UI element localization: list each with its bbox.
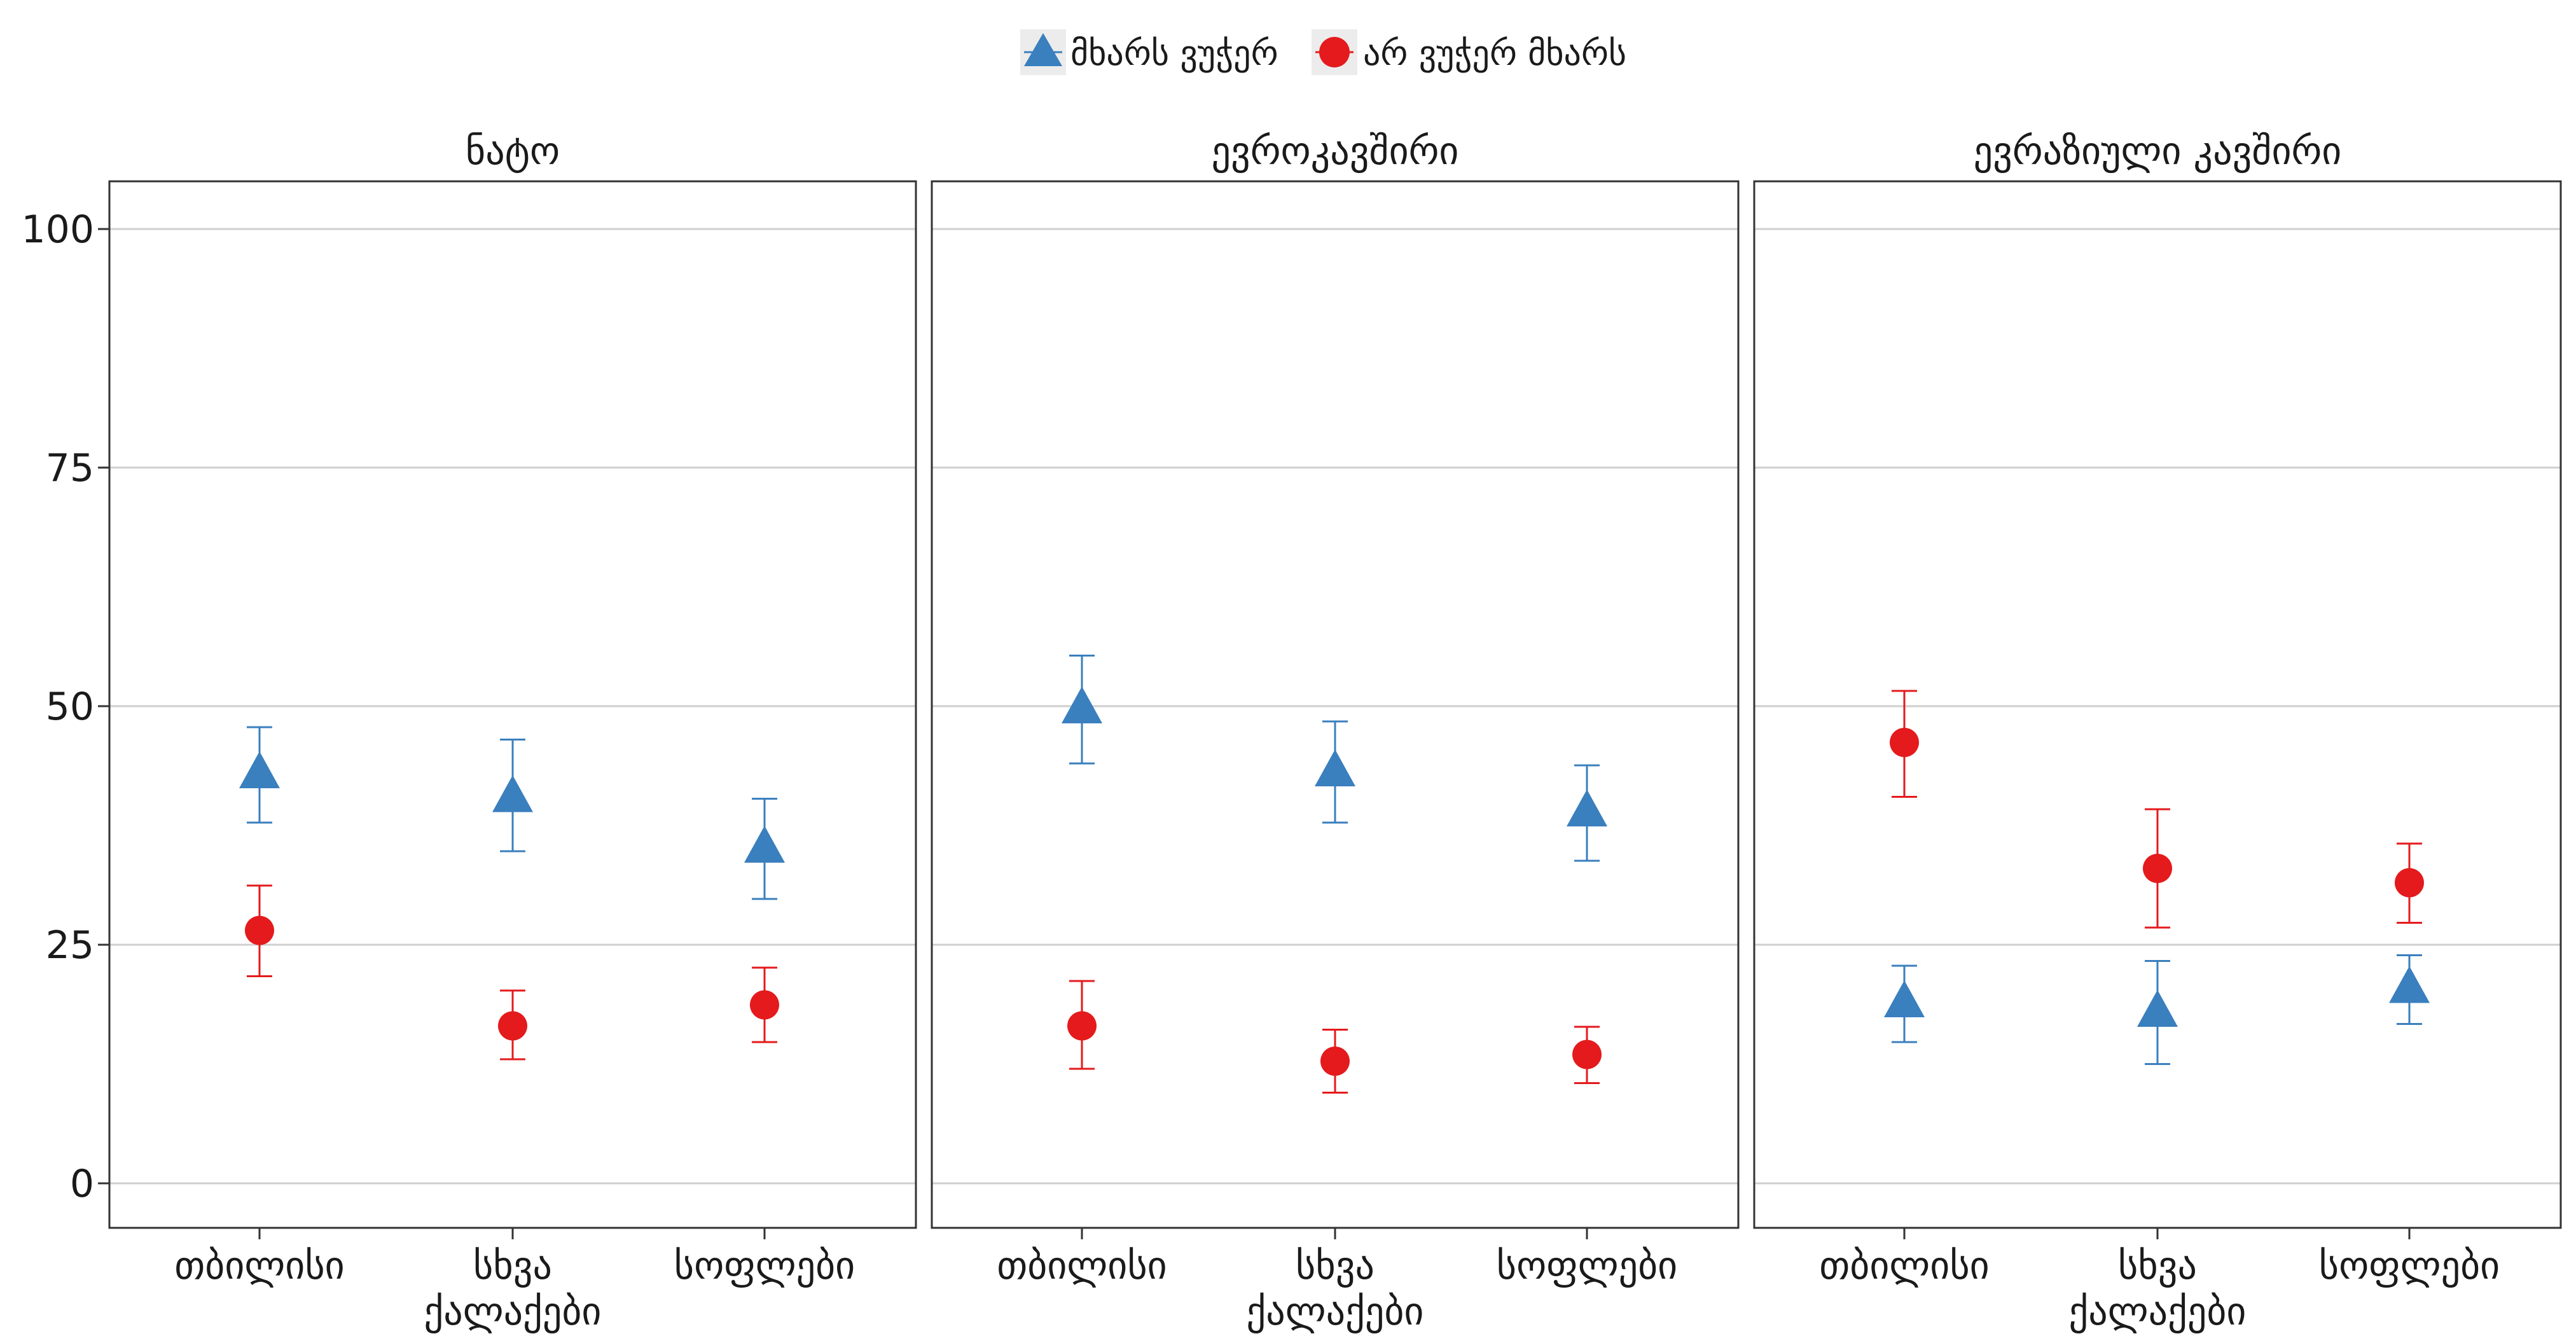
y-tick-label: 0	[70, 1162, 94, 1206]
y-tick-label: 75	[46, 446, 94, 491]
x-tick-label: ქალაქები	[2069, 1290, 2247, 1334]
x-tick-label: სოფლები	[674, 1244, 855, 1288]
oppose-point	[2395, 868, 2424, 898]
facet-title: ნატო	[466, 129, 560, 174]
legend-item: არ ვუჭერ მხარს	[1312, 29, 1626, 75]
support-point	[1884, 980, 1925, 1017]
x-tick-label: სხვა	[1296, 1244, 1375, 1288]
legend-label: არ ვუჭერ მხარს	[1363, 33, 1626, 73]
facet-title: ევროკავშირი	[1212, 129, 1459, 174]
oppose-point	[750, 990, 779, 1020]
support-point	[1567, 790, 1607, 826]
y-tick-label: 25	[46, 923, 94, 968]
panel-border	[1753, 180, 2562, 1229]
oppose-point	[1320, 1047, 1350, 1076]
x-tick-label: თბილისი	[174, 1244, 344, 1288]
legend-item: მხარს ვუჭერ	[1020, 29, 1278, 75]
oppose-point	[1890, 728, 1919, 757]
x-tick-label: სოფლები	[1497, 1244, 1677, 1288]
panel-border	[108, 180, 917, 1229]
oppose-point	[2143, 854, 2172, 883]
legend-circle-marker	[1319, 37, 1350, 67]
x-tick-label: სოფლები	[2319, 1244, 2500, 1288]
oppose-point	[245, 915, 274, 945]
x-tick-label: თბილისი	[1819, 1244, 1989, 1288]
legend-label: მხარს ვუჭერ	[1070, 33, 1278, 73]
x-tick-label: სხვა	[2118, 1244, 2197, 1288]
x-tick-label: ქალაქები	[424, 1290, 602, 1334]
y-tick-label: 50	[46, 685, 94, 729]
support-point	[1315, 749, 1355, 786]
legend: მხარს ვუჭერ არ ვუჭერ მხარს	[1020, 29, 1626, 75]
x-tick-label: ქალაქები	[1247, 1290, 1424, 1334]
legend-triangle-marker	[1024, 33, 1062, 66]
y-axis: 0 25 50 75 100	[21, 207, 109, 1206]
support-point	[492, 775, 533, 812]
oppose-point	[1572, 1040, 1602, 1069]
x-tick-label: სხვა	[473, 1244, 552, 1288]
x-tick-label: თბილისი	[997, 1244, 1167, 1288]
y-tick-label: 100	[21, 207, 94, 252]
support-point	[2137, 990, 2178, 1027]
facet-title: ევრაზიული კავშირი	[1974, 129, 2342, 174]
support-point	[2389, 966, 2430, 1003]
support-point	[1062, 686, 1102, 723]
oppose-point	[498, 1011, 527, 1041]
support-point	[239, 751, 280, 788]
oppose-point	[1067, 1011, 1097, 1041]
support-point	[744, 826, 785, 863]
